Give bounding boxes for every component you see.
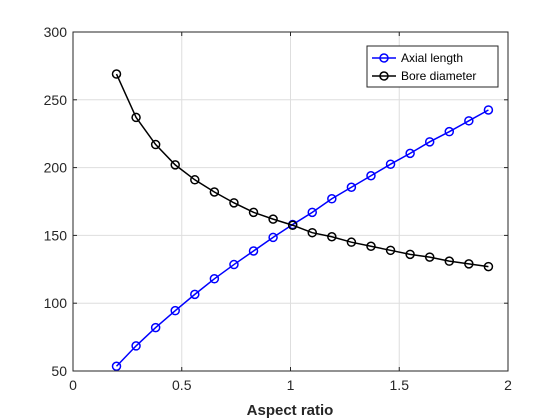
data-point-bore-diameter [327,232,337,242]
data-point-axial-length [444,126,455,137]
data-point-axial-length [424,137,435,147]
x-axis-title: Aspect ratio [247,402,334,419]
data-point-axial-length [229,259,239,270]
legend-marker-axial-length [379,53,389,63]
x-tick-label: 0.5 [172,377,192,393]
data-point-bore-diameter [385,245,396,256]
data-point-bore-diameter [307,227,317,238]
y-tick-label: 300 [44,24,68,40]
data-point-axial-length [170,305,180,316]
data-point-bore-diameter [190,175,200,185]
y-tick-label: 250 [44,92,68,108]
data-point-axial-length [483,105,494,115]
data-point-bore-diameter [444,256,455,266]
x-tick-label: 1.5 [390,377,410,393]
data-point-axial-length [307,207,317,218]
y-tick-label: 100 [44,295,68,311]
data-point-bore-diameter [229,198,239,208]
legend: Axial length Bore diameter [366,45,499,88]
legend-label-bore-diameter: Bore diameter [401,69,476,83]
data-point-bore-diameter [111,69,122,79]
data-point-bore-diameter [131,112,141,123]
legend-marker-bore-diameter [379,71,389,81]
data-point-bore-diameter [424,252,435,262]
data-point-bore-diameter [366,241,376,251]
data-point-axial-length [248,246,259,256]
data-point-bore-diameter [150,139,161,150]
data-point-axial-length [268,232,278,243]
data-point-axial-length [150,322,161,333]
x-tick-label: 2 [504,377,512,393]
legend-label-axial-length: Axial length [401,51,463,65]
data-point-bore-diameter [483,261,494,272]
x-tick-label: 1 [287,377,295,393]
data-point-axial-length [405,148,415,159]
x-tick-label: 0 [69,377,77,393]
data-point-axial-length [346,182,357,193]
y-tick-label: 200 [44,160,68,176]
data-point-axial-length [385,159,396,169]
series-layer [111,69,494,372]
data-point-bore-diameter [287,220,298,230]
data-point-bore-diameter [405,249,415,260]
grid-lines [73,32,508,371]
data-point-bore-diameter [268,214,278,224]
y-tick-label: 150 [44,227,68,243]
data-point-axial-length [111,361,122,372]
y-tick-label: 50 [51,363,67,379]
data-point-bore-diameter [170,160,180,170]
data-point-bore-diameter [464,259,474,269]
data-point-bore-diameter [209,187,220,197]
data-point-axial-length [464,116,474,126]
data-point-axial-length [366,170,376,181]
data-point-bore-diameter [346,237,357,247]
data-point-axial-length [327,194,337,204]
data-point-axial-length [190,289,200,300]
data-point-axial-length [209,274,220,284]
legend-box [366,45,499,88]
data-point-axial-length [131,341,141,351]
data-point-bore-diameter [248,207,259,218]
